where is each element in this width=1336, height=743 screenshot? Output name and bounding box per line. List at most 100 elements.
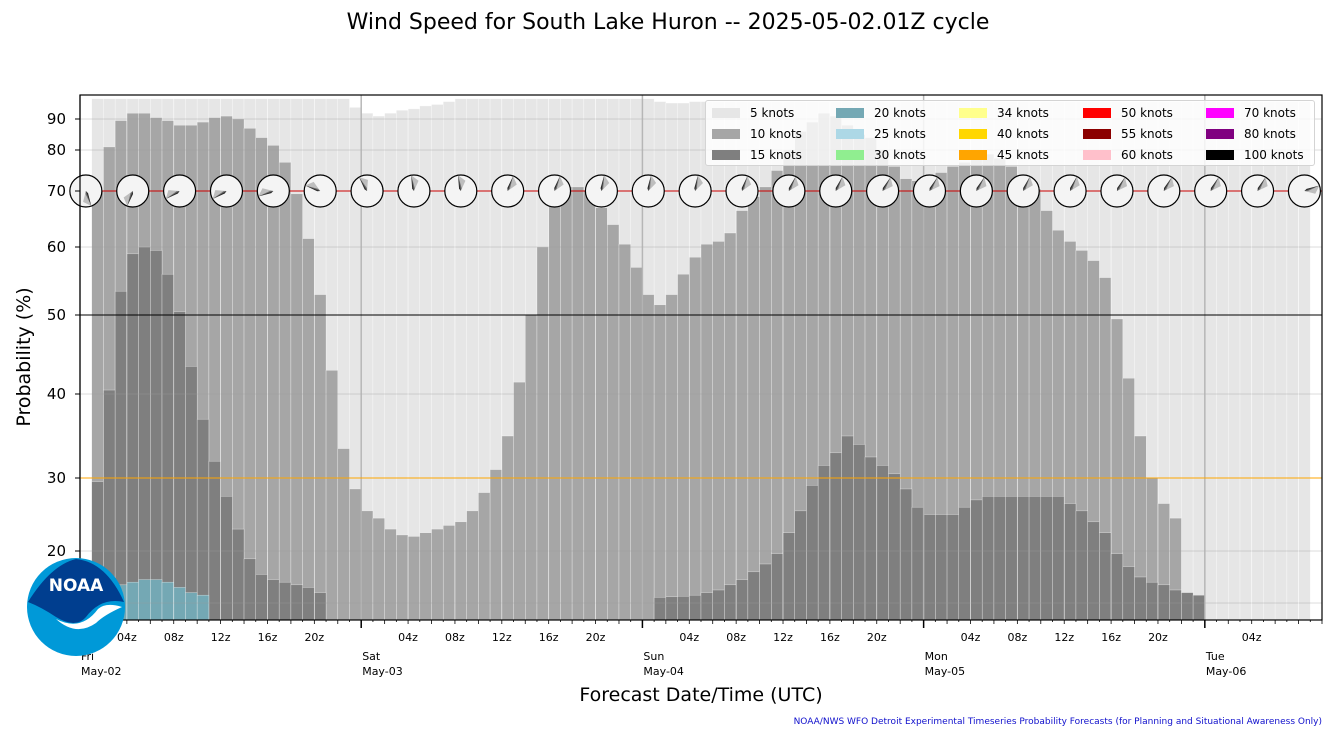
bar <box>1134 576 1147 621</box>
bar <box>489 469 503 621</box>
hour-label: 20z <box>304 631 324 644</box>
bar <box>747 571 760 621</box>
bar <box>923 514 936 621</box>
bar <box>677 595 690 621</box>
legend-swatch <box>1083 150 1111 160</box>
legend-label: 20 knots <box>874 106 926 120</box>
direction-wedge <box>600 175 605 191</box>
bar <box>302 587 315 621</box>
date-label: May-03 <box>362 665 403 678</box>
bar <box>607 224 620 621</box>
bar <box>712 241 725 621</box>
legend-item: 50 knots <box>1083 106 1173 120</box>
legend-label: 25 knots <box>874 127 926 141</box>
bar <box>700 243 713 621</box>
hour-label: 04z <box>117 631 137 644</box>
direction-spread <box>1023 176 1033 191</box>
legend-swatch <box>959 129 987 139</box>
bar <box>876 465 889 621</box>
bar <box>407 536 421 621</box>
direction-spread <box>976 177 987 191</box>
bar <box>1052 496 1065 621</box>
bar <box>150 250 163 621</box>
direction-spread <box>1116 177 1128 191</box>
direction-wedge <box>835 176 843 191</box>
hour-label: 12z <box>492 631 512 644</box>
legend-swatch <box>1083 129 1111 139</box>
wind-direction-icon <box>69 174 103 208</box>
wind-direction-icon <box>772 174 806 208</box>
date-label: May-02 <box>81 665 122 678</box>
wind-direction-icon <box>444 174 478 208</box>
hour-label: 12z <box>211 631 231 644</box>
x-axis-label: Forecast Date/Time (UTC) <box>579 684 823 706</box>
bar <box>747 196 760 621</box>
bar <box>267 145 280 621</box>
y-tick-label: 70 <box>47 182 66 200</box>
bar <box>278 581 292 621</box>
direction-spread <box>1304 185 1320 194</box>
bar <box>817 465 831 621</box>
bar <box>196 418 210 621</box>
hour-label: 04z <box>398 631 418 644</box>
bar <box>888 473 901 621</box>
bar <box>1075 510 1088 621</box>
bar <box>360 510 374 621</box>
bar <box>642 294 655 621</box>
y-axis-label: Probability (%) <box>13 287 35 427</box>
wind-direction-icon <box>1147 174 1181 208</box>
wind-direction-icon <box>1053 174 1087 208</box>
bar <box>150 579 163 621</box>
direction-spread <box>788 176 799 191</box>
hour-label: 16z <box>820 631 840 644</box>
bar <box>853 444 866 621</box>
bar <box>899 488 913 621</box>
bar <box>794 510 807 621</box>
bar <box>1040 496 1053 621</box>
bar <box>278 162 292 621</box>
bar <box>349 488 362 621</box>
bar <box>161 273 174 621</box>
bar <box>255 137 268 621</box>
direction-wedge <box>127 191 134 207</box>
bar <box>571 186 585 621</box>
wind-direction-icon <box>1100 174 1134 208</box>
wind-direction-icon <box>725 174 759 208</box>
legend-label: 5 knots <box>750 106 795 120</box>
bar <box>372 517 385 621</box>
bar <box>1005 496 1018 621</box>
bar <box>1169 589 1182 621</box>
bar <box>314 592 327 621</box>
bar <box>243 558 257 621</box>
bar <box>442 525 456 621</box>
bar <box>478 492 491 621</box>
direction-spread <box>411 175 419 191</box>
bar <box>501 435 514 621</box>
hour-label: 08z <box>1007 631 1027 644</box>
direction-spread <box>458 175 466 191</box>
bar <box>138 579 151 621</box>
bar <box>993 496 1006 621</box>
legend-swatch <box>712 150 740 160</box>
noaa-logo: NOAA <box>27 558 125 656</box>
direction-spread <box>742 175 752 191</box>
bar <box>243 128 257 621</box>
legend-item: 60 knots <box>1083 148 1173 162</box>
wind-direction-icon <box>678 174 712 208</box>
wind-direction-icon <box>1287 174 1322 208</box>
bar <box>782 532 795 621</box>
legend-item: 5 knots <box>712 106 794 120</box>
legend-label: 55 knots <box>1121 127 1173 141</box>
bar <box>161 581 174 621</box>
bar <box>1110 553 1124 621</box>
bar <box>173 311 186 621</box>
legend-item: 10 knots <box>712 127 802 141</box>
bar <box>653 304 667 621</box>
legend-label: 45 knots <box>997 148 1049 162</box>
legend-label: 50 knots <box>1121 106 1173 120</box>
bar <box>302 238 315 621</box>
bar <box>724 232 737 621</box>
direction-spread <box>258 188 274 197</box>
legend-item: 55 knots <box>1083 127 1173 141</box>
